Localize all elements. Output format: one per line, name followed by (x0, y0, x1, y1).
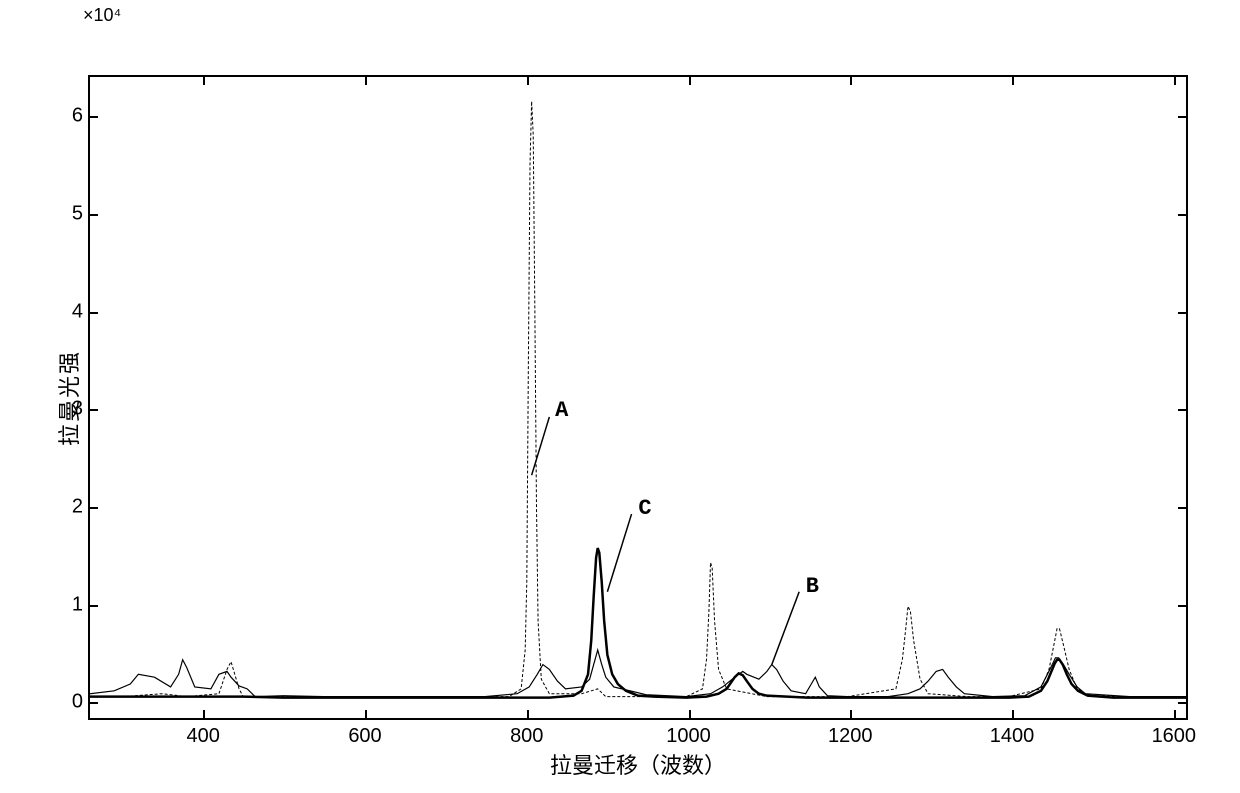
x-tick (850, 710, 852, 718)
series-label-C: C (638, 496, 651, 521)
y-tick (90, 507, 98, 509)
y-tick (90, 605, 98, 607)
y-tick-label: 4 (58, 300, 83, 323)
y-tick (1178, 409, 1186, 411)
x-tick (1012, 710, 1014, 718)
x-tick (203, 710, 205, 718)
x-tick (365, 710, 367, 718)
y-tick-label: 5 (58, 202, 83, 225)
y-tick (90, 312, 98, 314)
x-tick (203, 77, 205, 85)
x-tick (689, 77, 691, 85)
annotation-line-B (772, 592, 799, 665)
y-tick-label: 2 (58, 496, 83, 519)
x-tick (1174, 77, 1176, 85)
x-tick (850, 77, 852, 85)
series-A (90, 101, 1186, 696)
series-B (90, 650, 1186, 697)
x-tick-label: 400 (187, 725, 220, 748)
y-tick (90, 409, 98, 411)
series-C (90, 548, 1186, 698)
annotation-line-A (532, 417, 550, 475)
y-tick (90, 116, 98, 118)
y-tick-label: 0 (58, 691, 83, 714)
series-label-B: B (806, 574, 819, 599)
y-tick (1178, 702, 1186, 704)
series-label-A: A (555, 398, 568, 423)
y-tick (1178, 507, 1186, 509)
x-tick (1012, 77, 1014, 85)
y-tick (90, 702, 98, 704)
raman-spectrum-chart: ×10⁴ 拉曼光强 拉曼迁移（波数） 012345640060080010001… (88, 30, 1198, 730)
y-tick (1178, 605, 1186, 607)
x-tick-label: 1200 (828, 725, 873, 748)
y-tick-label: 3 (58, 398, 83, 421)
x-tick (689, 710, 691, 718)
x-tick-label: 1600 (1152, 725, 1197, 748)
y-tick-label: 1 (58, 593, 83, 616)
x-axis-label: 拉曼迁移（波数） (550, 748, 726, 780)
spectra-svg (90, 77, 1186, 718)
x-tick-label: 600 (348, 725, 381, 748)
y-tick (1178, 116, 1186, 118)
annotation-line-C (607, 514, 631, 592)
x-tick (365, 77, 367, 85)
x-tick (527, 710, 529, 718)
y-axis-multiplier: ×10⁴ (83, 5, 121, 26)
x-tick-label: 1000 (666, 725, 711, 748)
x-tick-label: 1400 (990, 725, 1035, 748)
x-tick (527, 77, 529, 85)
y-tick (1178, 312, 1186, 314)
y-tick (90, 214, 98, 216)
y-tick-label: 6 (58, 105, 83, 128)
x-tick-label: 800 (510, 725, 543, 748)
plot-area: 拉曼光强 拉曼迁移（波数） 01234564006008001000120014… (88, 75, 1188, 720)
x-tick (1174, 710, 1176, 718)
y-tick (1178, 214, 1186, 216)
